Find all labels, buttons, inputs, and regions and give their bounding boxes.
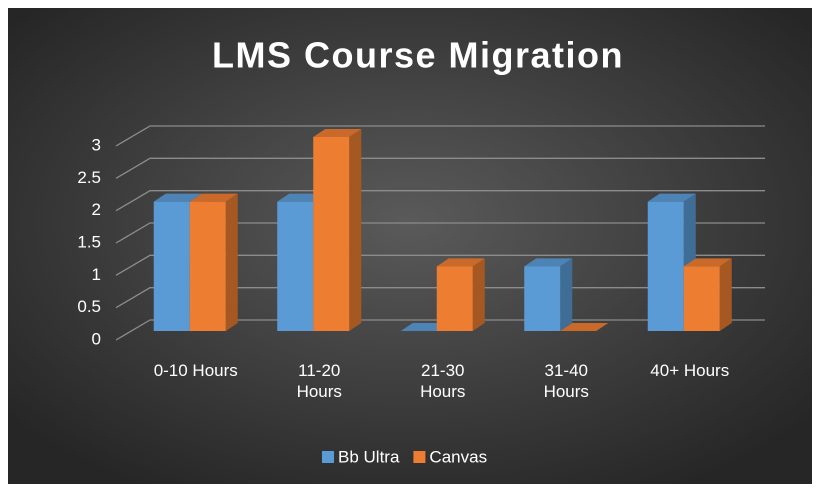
bar <box>153 201 190 331</box>
x-tick-label: 11-20 Hours <box>296 361 342 401</box>
bar-side <box>719 258 732 331</box>
grid-line <box>115 222 765 244</box>
y-tick-label: 0.5 <box>77 297 101 316</box>
legend-label: Bb Ultra <box>338 447 400 466</box>
bar-side <box>472 258 485 331</box>
y-tick-label: 0 <box>92 329 101 348</box>
y-tick-label: 2 <box>92 200 101 219</box>
grid-line <box>115 254 765 276</box>
bar-side <box>560 258 573 331</box>
bar <box>524 266 561 331</box>
bar <box>313 137 350 331</box>
y-tick-label: 3 <box>92 135 101 154</box>
bar-top <box>683 258 732 267</box>
bar-top <box>560 323 609 331</box>
bar <box>647 201 684 331</box>
y-tick-label: 1 <box>92 265 101 284</box>
y-tick-label: 2.5 <box>77 168 101 187</box>
legend-label: Canvas <box>429 447 487 466</box>
y-tick-label: 1.5 <box>77 232 101 251</box>
bar-top <box>436 258 485 267</box>
bar <box>189 201 226 331</box>
legend-swatch <box>413 451 426 463</box>
bar-top <box>524 258 573 267</box>
grid-line <box>115 157 765 179</box>
grid-line <box>115 125 765 147</box>
bar-top <box>189 193 238 202</box>
x-tick-label: 31-40 Hours <box>543 361 589 401</box>
x-tick-label: 40+ Hours <box>650 361 730 380</box>
bar <box>436 266 473 331</box>
bar-top <box>647 193 696 202</box>
bar-top <box>153 193 202 202</box>
x-tick-label: 21-30 Hours <box>420 361 466 401</box>
grid-line <box>115 190 765 212</box>
bar-side <box>349 129 362 331</box>
bar <box>277 201 314 331</box>
bar-top <box>313 129 362 137</box>
bar <box>683 266 720 331</box>
x-tick-label: 0-10 Hours <box>153 361 238 380</box>
bar-side <box>225 193 238 331</box>
chart-title: LMS Course Migration <box>212 35 624 76</box>
legend-swatch <box>322 451 334 463</box>
